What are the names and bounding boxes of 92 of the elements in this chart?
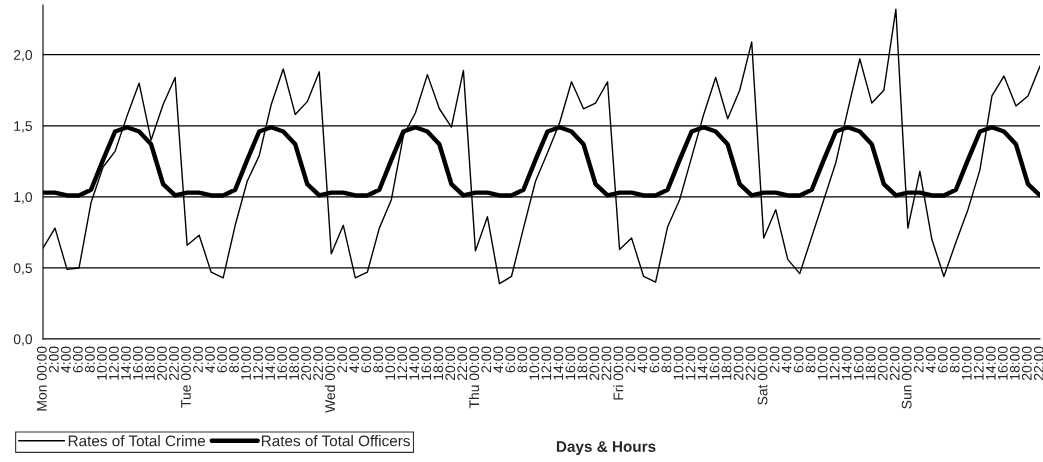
x-tick-label: 10:00 — [961, 346, 972, 380]
x-tick-label: 20:00 — [301, 346, 311, 380]
x-tick-label: 4:00 — [925, 346, 936, 373]
x-tick-label: 16:00 — [132, 346, 143, 380]
x-tick-label: 18:00 — [289, 346, 299, 380]
x-tick-label: 8:00 — [661, 346, 672, 373]
y-tick-label: 1,5 — [14, 121, 32, 133]
x-tick-label: 22:00 — [313, 346, 324, 380]
x-tick-label: 8:00 — [84, 346, 95, 373]
x-tick-label: 16:00 — [277, 346, 287, 380]
x-tick-label: 22:00 — [169, 346, 179, 380]
x-tick-label: 20:00 — [445, 346, 456, 380]
x-tick-label: 20:00 — [877, 346, 888, 380]
y-tick-label: 2,0 — [13, 50, 33, 62]
x-tick-label: Wed 00:00 — [324, 346, 336, 413]
x-tick-label: 22:00 — [601, 346, 612, 380]
x-tick-label: 16:00 — [421, 346, 432, 380]
x-tick-label: 2:00 — [48, 346, 59, 373]
x-tick-label: 12:00 — [253, 346, 263, 380]
x-tick-label: 2:00 — [769, 346, 780, 373]
x-tick-label: 20:00 — [1021, 346, 1032, 380]
x-tick-label: 8:00 — [373, 346, 384, 373]
x-tick-label: 18:00 — [865, 346, 876, 380]
x-tick-label: 18:00 — [145, 346, 155, 380]
x-axis-title: Days & Hours — [556, 441, 656, 455]
x-tick-label: 12:00 — [108, 346, 119, 380]
x-tick-label: 4:00 — [349, 346, 360, 373]
x-tick-label: 14:00 — [985, 346, 996, 380]
legend-label: Rates of Total Crime — [68, 435, 206, 447]
x-tick-label: 12:00 — [397, 346, 408, 380]
x-tick-label: 16:00 — [997, 346, 1008, 380]
x-tick-label: 22:00 — [745, 346, 756, 380]
x-tick-label: 6:00 — [361, 346, 372, 373]
x-tick-label: 10:00 — [817, 346, 828, 380]
x-tick-label: Sat 00:00 — [757, 346, 768, 405]
x-tick-label: 20:00 — [157, 346, 167, 380]
x-tick-label: 6:00 — [793, 346, 804, 373]
x-tick-label: Mon 00:00 — [36, 346, 47, 411]
x-tick-label: 12:00 — [973, 346, 984, 380]
x-tick-label: 14:00 — [697, 346, 708, 380]
x-tick-label: Fri 00:00 — [613, 346, 624, 400]
y-tick-label: 0,0 — [13, 334, 33, 346]
x-tick-label: 4:00 — [205, 346, 215, 373]
x-tick-label: 10:00 — [241, 346, 251, 380]
x-tick-label: 6:00 — [72, 346, 83, 373]
x-tick-label: 18:00 — [433, 346, 444, 380]
x-tick-label: 18:00 — [1009, 346, 1020, 380]
x-tick-label: 12:00 — [685, 346, 696, 380]
x-tick-label: 8:00 — [949, 346, 960, 373]
x-tick-label: 16:00 — [709, 346, 720, 380]
x-tick-label: 22:00 — [1033, 346, 1043, 380]
x-tick-label: 6:00 — [937, 346, 948, 373]
x-tick-label: 2:00 — [625, 346, 636, 373]
x-tick-label: 10:00 — [673, 346, 684, 380]
x-tick-label: 14:00 — [553, 346, 564, 380]
x-tick-label: 4:00 — [637, 346, 648, 373]
x-tick-label: Thu 00:00 — [468, 346, 480, 409]
x-tick-label: 2:00 — [193, 346, 203, 373]
x-tick-label: 18:00 — [577, 346, 588, 380]
x-tick-label: Tue 00:00 — [181, 346, 191, 408]
x-tick-label: 20:00 — [733, 346, 744, 380]
x-tick-label: 20:00 — [589, 346, 600, 380]
x-tick-label: 12:00 — [829, 346, 840, 380]
x-tick-label: 10:00 — [529, 346, 540, 380]
x-tick-label: 2:00 — [481, 346, 492, 373]
x-tick-label: 6:00 — [649, 346, 660, 373]
x-tick-label: 14:00 — [409, 346, 420, 380]
x-tick-label: 22:00 — [889, 346, 900, 380]
x-tick-label: 12:00 — [541, 346, 552, 380]
x-tick-label: 16:00 — [853, 346, 864, 380]
x-tick-label: 8:00 — [805, 346, 816, 373]
x-tick-label: 10:00 — [385, 346, 396, 380]
x-tick-label: 14:00 — [841, 346, 852, 380]
x-tick-label: 8:00 — [229, 346, 239, 373]
x-tick-label: 10:00 — [96, 346, 107, 380]
x-tick-label: 22:00 — [457, 346, 468, 380]
x-tick-label: 14:00 — [265, 346, 275, 380]
x-tick-label: 6:00 — [217, 346, 227, 373]
x-tick-label: 2:00 — [337, 346, 348, 373]
legend-label: Rates of Total Officers — [261, 435, 410, 447]
x-tick-label: 18:00 — [721, 346, 732, 380]
x-tick-label: 4:00 — [60, 346, 71, 373]
x-tick-label: 16:00 — [565, 346, 576, 380]
x-tick-label: 2:00 — [913, 346, 924, 373]
x-tick-label: 14:00 — [120, 346, 131, 380]
x-tick-label: Sun 00:00 — [901, 346, 912, 409]
x-tick-label: 4:00 — [493, 346, 504, 373]
y-tick-label: 1,0 — [14, 192, 33, 204]
y-tick-label: 0,5 — [13, 263, 32, 275]
x-tick-label: 6:00 — [505, 346, 516, 373]
x-tick-label: 4:00 — [781, 346, 792, 373]
x-tick-label: 8:00 — [517, 346, 528, 373]
